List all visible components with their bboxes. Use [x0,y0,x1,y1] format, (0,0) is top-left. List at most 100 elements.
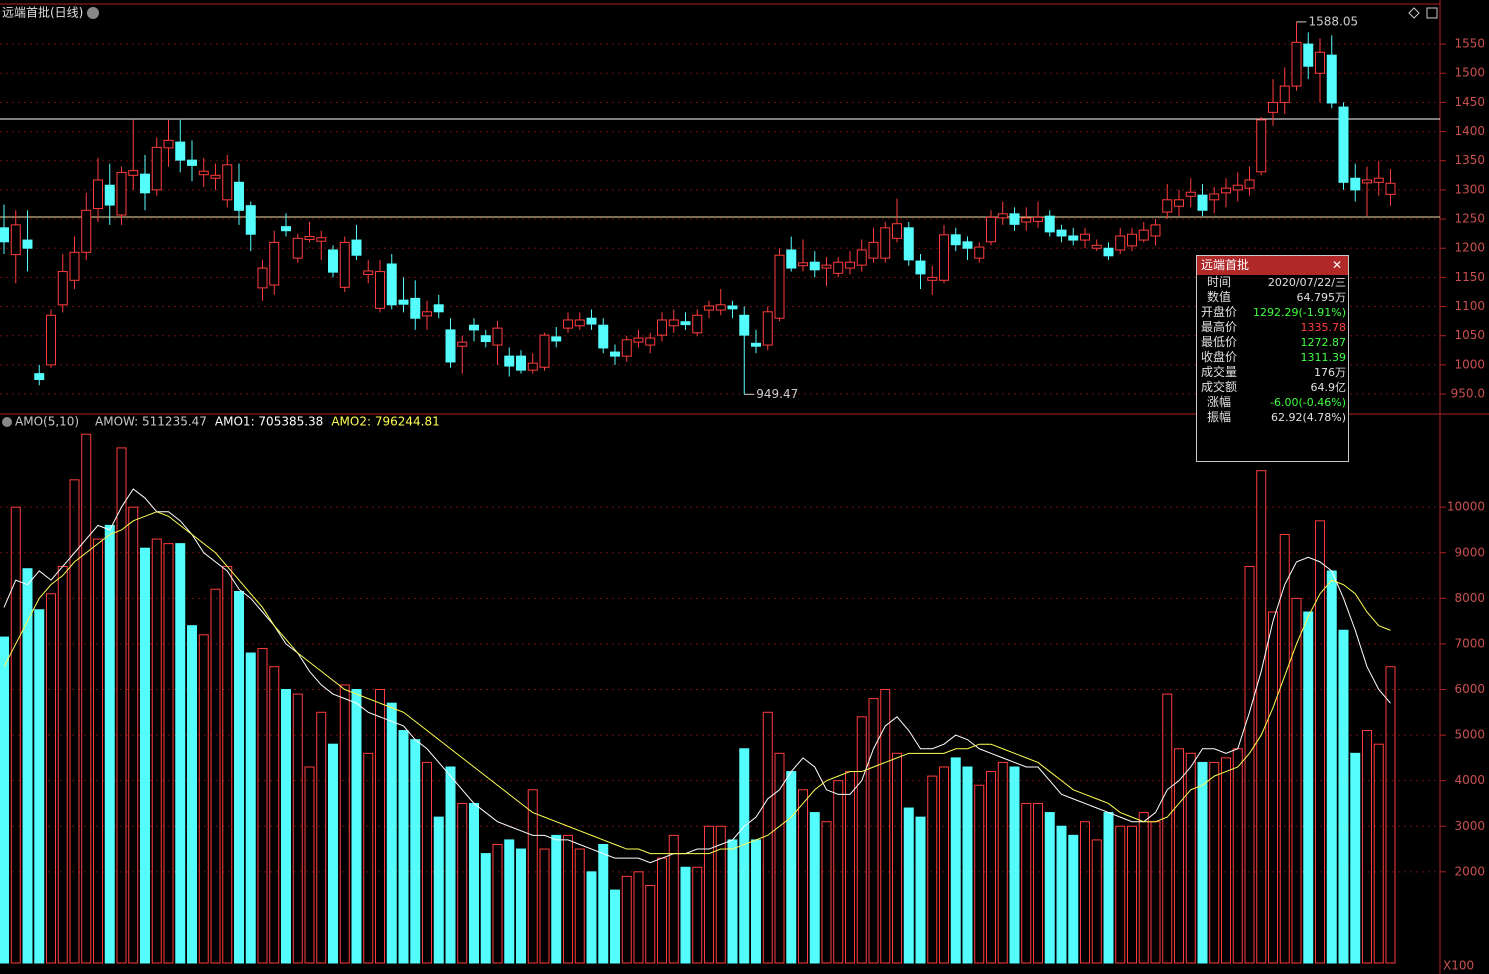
info-value: 64.795万 [1296,291,1347,304]
info-row: 开盘价 1292.29(-1.91%) [1197,305,1348,320]
volume-bar [175,543,186,964]
candle-body [586,317,597,325]
y-tick-label: 3000 [1454,819,1485,833]
candle-body [1162,199,1173,213]
candle-body [1326,54,1337,104]
candle-body [269,241,280,286]
candle-body [445,329,456,363]
volume-bar [422,761,432,964]
volume-bar [1303,611,1314,964]
volume-bar [1373,743,1384,964]
volume-bar [986,771,996,964]
info-label: 振幅 [1206,410,1231,424]
volume-bar [774,752,785,964]
volume-bar [962,766,973,964]
volume-bar [339,684,350,964]
volume-bar [1127,825,1137,964]
y-tick-label: 1550 [1454,37,1485,51]
y-tick-label: 5000 [1454,728,1485,742]
candle-body [1197,194,1208,211]
close-button[interactable]: ✕ [1331,258,1342,272]
candle-body [1373,177,1384,183]
volume-bar [1033,802,1043,964]
candle-body [692,314,703,334]
volume-bar [151,538,162,964]
unit-label: X100 [1443,959,1474,973]
info-box-title: 远端首批 [1201,258,1250,272]
volume-bar [375,689,385,964]
legend-entry: AMOW: 511235.47 [95,415,207,429]
info-label: 涨幅 [1206,395,1231,409]
panel-icon[interactable] [1426,7,1438,19]
moving-average-line [3,511,1391,855]
volume-bar [668,834,679,964]
candle-body [1044,215,1055,233]
candle-body [292,237,303,259]
candle-body [10,224,21,256]
volume-bar [281,689,291,964]
candle-body [34,373,45,380]
volume-bar [433,816,444,964]
candle-body [46,314,56,366]
candle-body [1362,179,1372,184]
volume-bar [1138,812,1149,964]
volume-bar [739,748,750,964]
candle-body [492,327,503,346]
volume-bar [1338,629,1349,964]
candle-body [22,239,33,249]
volume-bar [198,634,209,964]
candle-body [163,139,174,149]
candle-body [610,351,620,357]
candle-body [410,297,421,319]
candle-body [281,226,291,232]
volume-bar [187,625,197,964]
low-label: 949.47 [756,387,798,401]
candle-body [1009,213,1020,225]
volume-bar [950,757,961,964]
volume-bar [727,839,738,964]
candle-body [1033,216,1043,222]
candle-body [81,209,92,253]
info-row: 时间 2020/07/22/三 [1197,275,1348,290]
volume-bar [598,843,609,964]
volume-bar [809,812,820,964]
y-tick-label: 1450 [1454,95,1485,109]
volume-bar [833,780,844,964]
volume-bar [1268,611,1278,964]
candle-body [833,261,844,274]
volume-bar [704,825,714,964]
volume-bar [903,807,914,964]
volume-bar [445,766,456,964]
volume-bar [328,743,338,964]
y-tick-label: 1050 [1454,328,1485,342]
volume-bar [410,739,421,964]
volume-bar [1162,693,1173,964]
y-tick-label: 9000 [1454,545,1485,559]
info-label: 数值 [1206,290,1231,304]
volume-bar [786,771,797,964]
indicator-dropdown[interactable] [2,417,12,427]
dropdown-icon[interactable] [87,7,99,19]
candle-body [1338,106,1349,183]
volume-bar [1009,766,1020,964]
candle-body [1103,247,1114,257]
candle-body [1244,179,1255,189]
candle-body [1385,182,1396,195]
info-label: 最低价 [1200,335,1237,349]
y-tick-label: 10000 [1447,500,1485,514]
candle-body [222,164,233,201]
volume-bar [1021,802,1032,964]
volume-bar [692,866,703,964]
volume-bar [915,816,926,964]
candle-body [504,355,515,367]
volume-bar [1362,730,1372,964]
candle-body [1221,187,1231,194]
diamond-icon[interactable] [1408,7,1420,19]
volume-bar [10,506,21,964]
volume-bar [116,447,127,964]
volume-bar [1044,812,1055,964]
candle-body [657,319,667,336]
candle-body [1127,233,1137,247]
candle-body [1291,41,1302,87]
